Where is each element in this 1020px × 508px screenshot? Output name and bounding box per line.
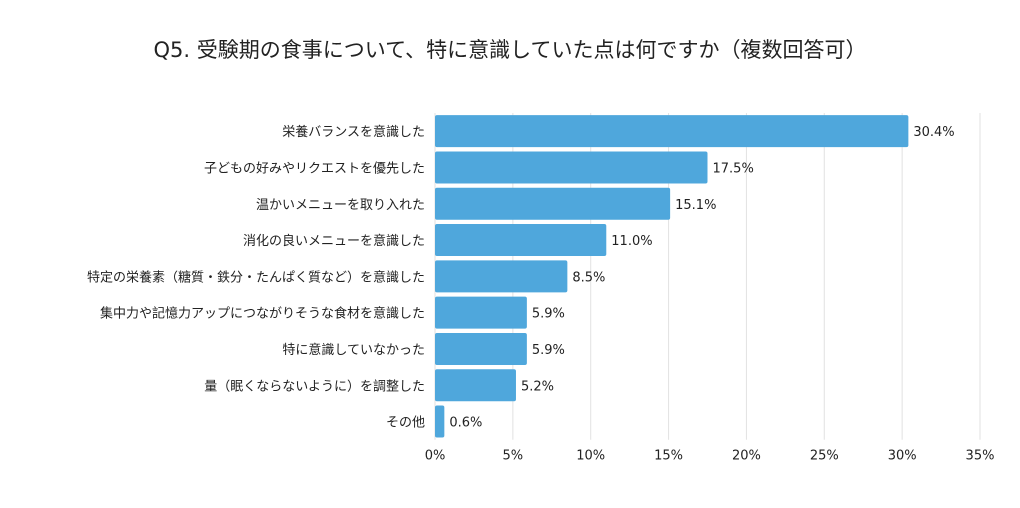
data-label: 17.5% [713, 161, 754, 176]
x-tick-label: 15% [654, 449, 683, 464]
data-label: 30.4% [913, 125, 954, 140]
data-label: 15.1% [675, 198, 716, 213]
bar [435, 332, 527, 365]
x-tick-label: 10% [576, 449, 605, 464]
bar [435, 260, 568, 293]
data-label: 5.9% [532, 307, 565, 322]
x-tick-label: 0% [425, 449, 446, 464]
category-label: 量（眠くならないように）を調整した [204, 379, 425, 394]
x-tick-label: 30% [888, 449, 917, 464]
chart-title: Q5. 受験期の食事について、特に意識していた点は何ですか（複数回答可） [154, 38, 867, 62]
category-label: その他 [386, 416, 425, 431]
data-label: 8.5% [572, 270, 605, 285]
bar [435, 405, 445, 438]
category-label: 温かいメニューを取り入れた [256, 198, 425, 213]
data-label: 5.9% [532, 343, 565, 358]
category-label: 消化の良いメニューを意識した [243, 233, 425, 249]
category-label: 栄養バランスを意識した [282, 124, 425, 140]
category-label: 集中力や記憶力アップにつながりそうな食材を意識した [100, 306, 425, 322]
category-label: 特に意識していなかった [282, 342, 425, 358]
data-label: 5.2% [521, 379, 554, 394]
x-tick-label: 5% [503, 449, 524, 464]
bar [435, 151, 708, 184]
bar [435, 296, 527, 329]
category-label: 特定の栄養素（糖質・鉄分・たんぱく質など）を意識した [87, 269, 425, 285]
bar [435, 187, 671, 220]
data-label: 0.6% [449, 416, 482, 431]
data-label: 11.0% [611, 234, 652, 249]
bar [435, 369, 516, 402]
bar [435, 224, 607, 257]
x-tick-label: 35% [966, 449, 995, 464]
x-tick-label: 20% [732, 449, 761, 464]
x-tick-label: 25% [810, 449, 839, 464]
category-label: 子どもの好みやリクエストを優先した [204, 161, 425, 176]
bar [435, 115, 909, 148]
